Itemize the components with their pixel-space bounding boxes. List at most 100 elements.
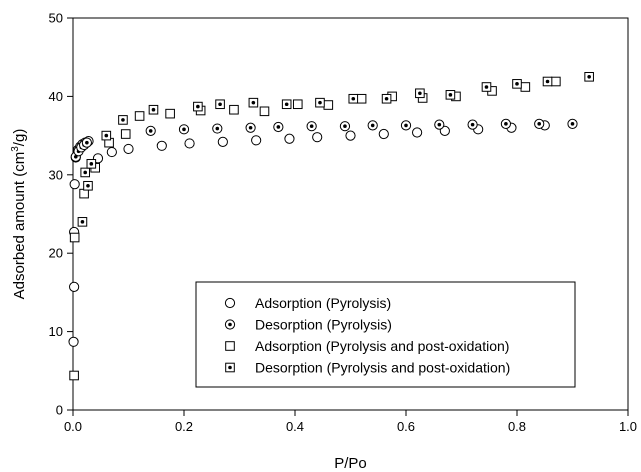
data-point-center-dot bbox=[384, 96, 389, 101]
data-point-center-dot bbox=[151, 107, 156, 112]
data-point-center-dot bbox=[89, 162, 94, 166]
x-tick-label: 0.6 bbox=[397, 419, 415, 434]
data-point bbox=[229, 104, 239, 115]
data-point bbox=[118, 115, 128, 125]
data-point bbox=[145, 125, 156, 136]
y-axis-title: Adsorbed amount (cm3/g) bbox=[10, 129, 28, 300]
data-point-outline bbox=[292, 99, 303, 110]
data-point bbox=[378, 128, 389, 140]
data-point bbox=[148, 104, 159, 115]
data-point bbox=[312, 132, 323, 143]
data-point-outline bbox=[69, 370, 79, 381]
data-point-center-dot bbox=[215, 126, 220, 131]
data-point bbox=[348, 93, 359, 104]
data-point bbox=[567, 118, 578, 129]
data-point bbox=[101, 130, 112, 141]
data-point-center-dot bbox=[484, 85, 489, 89]
data-point-outline bbox=[120, 129, 131, 139]
data-point bbox=[69, 232, 80, 243]
data-point bbox=[248, 97, 259, 108]
legend-label: Adsorption (Pyrolysis) bbox=[255, 295, 391, 311]
data-point bbox=[156, 140, 167, 151]
data-point-center-dot bbox=[437, 122, 442, 127]
legend-label: Adsorption (Pyrolysis and post-oxidation… bbox=[255, 338, 509, 354]
data-point-center-dot bbox=[85, 140, 89, 145]
data-point bbox=[69, 281, 80, 293]
legend-label: Desorption (Pyrolysis) bbox=[255, 317, 392, 333]
data-point-center-dot bbox=[587, 75, 591, 79]
data-point-outline bbox=[439, 125, 450, 136]
data-point-center-dot bbox=[504, 122, 508, 126]
data-point-outline bbox=[184, 138, 195, 149]
data-point-center-dot bbox=[148, 129, 153, 133]
data-point-center-dot bbox=[545, 79, 550, 84]
data-point bbox=[381, 93, 392, 104]
data-point bbox=[542, 76, 553, 87]
data-point-center-dot bbox=[121, 118, 125, 122]
y-axis-title-tail: /g) bbox=[11, 129, 28, 147]
data-point bbox=[439, 125, 450, 136]
y-tick-label: 10 bbox=[49, 324, 63, 339]
data-point-center-dot bbox=[318, 100, 322, 105]
data-point-outline bbox=[134, 111, 145, 121]
data-point bbox=[400, 120, 412, 131]
series-3 bbox=[69, 76, 561, 381]
data-point-center-dot bbox=[80, 220, 85, 224]
data-point-center-dot bbox=[537, 122, 541, 126]
data-point bbox=[134, 111, 145, 121]
data-point-center-dot bbox=[284, 102, 289, 107]
x-tick-label: 0.0 bbox=[64, 419, 82, 434]
x-tick-label: 1.0 bbox=[619, 419, 637, 434]
data-point bbox=[251, 135, 262, 146]
data-point-outline bbox=[79, 188, 89, 199]
data-point-center-dot bbox=[251, 100, 256, 105]
data-point-outline bbox=[229, 104, 239, 115]
data-points bbox=[68, 72, 594, 381]
legend-marker bbox=[224, 297, 236, 309]
data-point bbox=[81, 137, 92, 148]
data-point bbox=[315, 97, 325, 108]
data-point bbox=[193, 101, 203, 112]
data-point-outline bbox=[551, 76, 561, 87]
data-point bbox=[306, 121, 317, 132]
data-point bbox=[367, 120, 378, 131]
data-point-outline bbox=[259, 106, 270, 117]
data-point-center-dot bbox=[418, 91, 422, 96]
data-point-outline bbox=[217, 136, 228, 147]
data-point-outline bbox=[356, 93, 367, 104]
data-point bbox=[80, 167, 91, 178]
legend-items: Adsorption (Pyrolysis) Desorption (Pyroly… bbox=[224, 295, 510, 376]
data-point-center-dot bbox=[448, 93, 453, 97]
data-point bbox=[83, 180, 93, 191]
data-point bbox=[68, 336, 79, 347]
axis-ticks: 0.0 0.2 0.4 0.6 0.8 1.0 0 10 20 30 40 50 bbox=[49, 11, 638, 435]
data-point bbox=[123, 143, 134, 155]
data-point-center-dot bbox=[404, 123, 408, 128]
data-point-outline bbox=[69, 179, 80, 190]
y-axis-title-superscript: 3 bbox=[10, 146, 21, 152]
data-point bbox=[512, 79, 522, 89]
data-point bbox=[217, 136, 228, 147]
data-point bbox=[339, 121, 351, 132]
data-point bbox=[534, 118, 545, 129]
data-point-center-dot bbox=[276, 125, 281, 129]
data-point bbox=[178, 124, 190, 135]
legend-marker-outline bbox=[224, 297, 236, 309]
data-point bbox=[356, 93, 367, 104]
data-point bbox=[212, 123, 223, 134]
y-tick-label: 30 bbox=[49, 167, 63, 182]
data-point-outline bbox=[156, 140, 167, 151]
y-tick-label: 40 bbox=[49, 89, 63, 104]
data-point bbox=[520, 82, 531, 92]
data-point-outline bbox=[323, 100, 334, 110]
legend-marker-outline bbox=[225, 341, 235, 351]
plot-frame bbox=[72, 17, 629, 411]
data-point bbox=[215, 99, 225, 110]
data-point bbox=[481, 82, 492, 92]
data-point-outline bbox=[520, 82, 531, 92]
data-point bbox=[273, 121, 284, 133]
y-axis-title-main: Adsorbed amount (cm bbox=[11, 152, 28, 300]
data-point-outline bbox=[165, 108, 175, 119]
data-point-center-dot bbox=[515, 82, 519, 86]
data-point-center-dot bbox=[470, 122, 475, 127]
